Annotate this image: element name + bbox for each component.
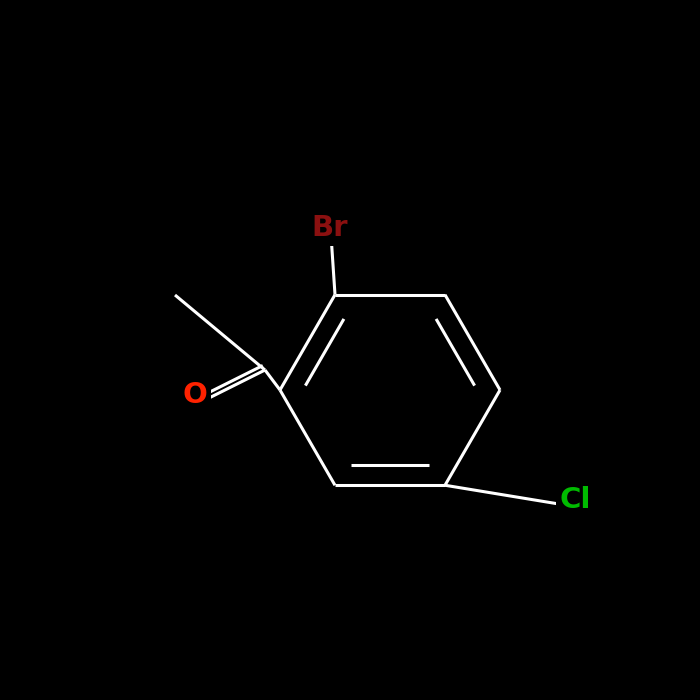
Text: O: O [183,381,207,409]
Text: Br: Br [312,214,349,242]
Text: Cl: Cl [559,486,591,514]
